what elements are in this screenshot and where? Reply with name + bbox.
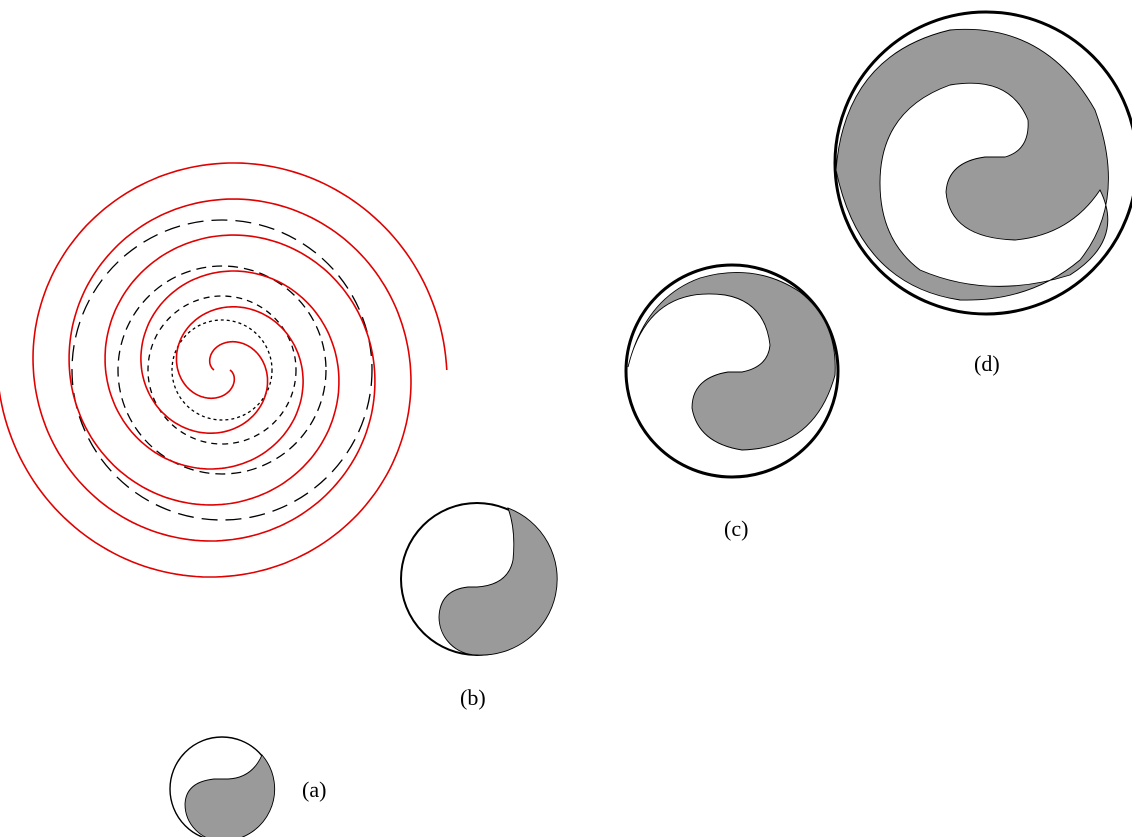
figure-c-gray-lobe [627, 271, 836, 451]
guide-circle-4 [71, 219, 373, 521]
figure-a-gray-lobe [184, 754, 276, 837]
figure-c-label: (c) [724, 516, 748, 541]
figure-d-label: (d) [974, 351, 1000, 376]
figure-b: (b) [400, 502, 558, 710]
guide-circles [71, 219, 373, 521]
red-spiral-arm-2 [32, 162, 448, 542]
figure-a: (a) [169, 736, 326, 837]
red-spiral-arm-1 [0, 198, 412, 578]
guide-circle-3 [117, 265, 327, 475]
figure-a-label: (a) [302, 777, 326, 802]
figure-b-gray-lobe [438, 507, 558, 656]
figure-d: (d) [833, 10, 1132, 376]
figure-b-label: (b) [460, 685, 486, 710]
guide-circle-2 [147, 295, 297, 445]
spiral-construction [0, 162, 448, 578]
guide-circle-1 [171, 319, 273, 421]
figure-c: (c) [624, 263, 840, 541]
figure-d-gray-lobe [835, 28, 1109, 301]
